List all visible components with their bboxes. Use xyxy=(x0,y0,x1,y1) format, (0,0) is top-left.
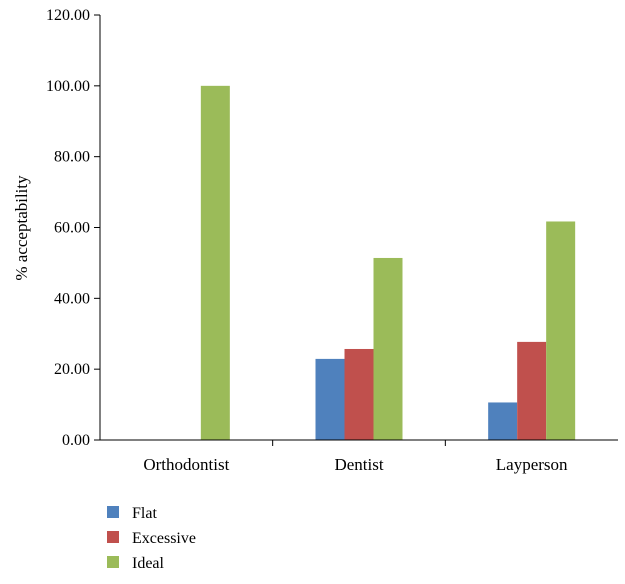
y-tick-label: 100.00 xyxy=(46,78,90,95)
y-axis-label: % acceptability xyxy=(12,175,31,281)
bar-excessive-layperson xyxy=(517,341,547,440)
bar-excessive-dentist xyxy=(344,348,374,440)
y-tick-label: 20.00 xyxy=(54,361,90,378)
legend-label: Excessive xyxy=(132,530,196,547)
bar-ideal-orthodontist xyxy=(200,85,230,440)
y-tick-label: 0.00 xyxy=(62,432,90,449)
bars xyxy=(200,85,576,440)
bar-ideal-layperson xyxy=(546,221,576,440)
y-tick-label: 60.00 xyxy=(54,220,90,237)
y-tick-label: 80.00 xyxy=(54,149,90,166)
x-axis-ticks: Orthodontist Dentist Layperson xyxy=(143,440,568,474)
x-tick-label: Layperson xyxy=(496,455,568,474)
legend-label: Ideal xyxy=(132,555,165,572)
legend-swatch-ideal xyxy=(107,556,119,568)
legend: Flat Excessive Ideal xyxy=(107,505,196,572)
bar-flat-layperson xyxy=(488,402,518,440)
x-tick-label: Orthodontist xyxy=(143,455,229,474)
bar-ideal-dentist xyxy=(373,257,403,440)
y-tick-label: 120.00 xyxy=(46,7,90,24)
legend-swatch-flat xyxy=(107,506,119,518)
legend-swatch-excessive xyxy=(107,531,119,543)
y-tick-label: 40.00 xyxy=(54,290,90,307)
y-axis-ticks: 0.00 20.00 40.00 60.00 80.00 100.00 120.00 xyxy=(46,7,100,449)
x-tick-label: Dentist xyxy=(334,455,383,474)
legend-label: Flat xyxy=(132,505,157,522)
bar-flat-dentist xyxy=(315,358,345,440)
